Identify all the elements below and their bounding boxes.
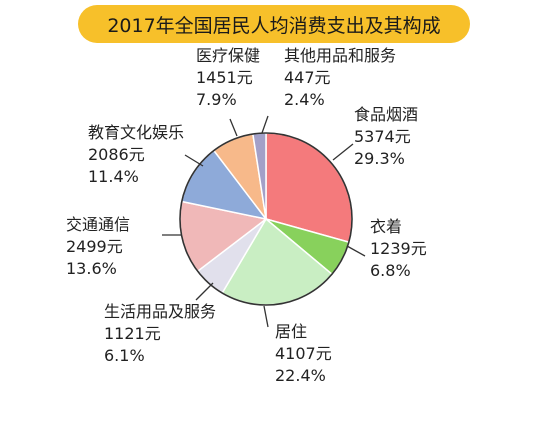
slice-percent-label-5: 13.6%: [66, 259, 117, 278]
slice-name-label-4: 生活用品及服务: [104, 302, 216, 321]
slice-name-label-6: 教育文化娱乐: [88, 123, 184, 142]
slice-percent-label-6: 11.4%: [88, 167, 139, 186]
slice-name-label-2: 衣着: [370, 217, 402, 236]
slice-name-label-1: 食品烟酒: [354, 105, 418, 124]
slice-percent-label-4: 6.1%: [104, 346, 145, 365]
slice-percent-label-3: 22.4%: [275, 366, 326, 385]
slice-name-label-5: 交通通信: [66, 215, 130, 234]
slice-value-label-2: 1239元: [370, 239, 427, 258]
leader-line-4: [195, 282, 214, 301]
slice-value-label-4: 1121元: [104, 324, 161, 343]
slice-value-label-7: 1451元: [196, 68, 253, 87]
slice-value-label-5: 2499元: [66, 237, 123, 256]
slice-value-label-8: 447元: [284, 68, 331, 87]
leader-line-2: [346, 245, 366, 257]
slice-name-label-3: 居住: [275, 322, 307, 341]
slice-value-label-6: 2086元: [88, 145, 145, 164]
slice-name-label-7: 医疗保健: [196, 46, 260, 65]
leader-line-1: [332, 143, 354, 161]
slice-percent-label-2: 6.8%: [370, 261, 411, 280]
leader-line-3: [263, 305, 269, 328]
chart-title: 2017年全国居民人均消费支出及其构成: [107, 14, 441, 37]
leader-line-8: [261, 115, 269, 134]
slice-percent-label-7: 7.9%: [196, 90, 237, 109]
title-pill: 2017年全国居民人均消费支出及其构成: [78, 5, 470, 43]
leader-line-7: [229, 118, 238, 137]
slice-name-label-8: 其他用品和服务: [284, 46, 396, 65]
slice-percent-label-8: 2.4%: [284, 90, 325, 109]
slice-percent-label-1: 29.3%: [354, 149, 405, 168]
leader-line-6: [184, 154, 204, 167]
pie-outline: [179, 132, 353, 306]
slice-value-label-3: 4107元: [275, 344, 332, 363]
slice-value-label-1: 5374元: [354, 127, 411, 146]
